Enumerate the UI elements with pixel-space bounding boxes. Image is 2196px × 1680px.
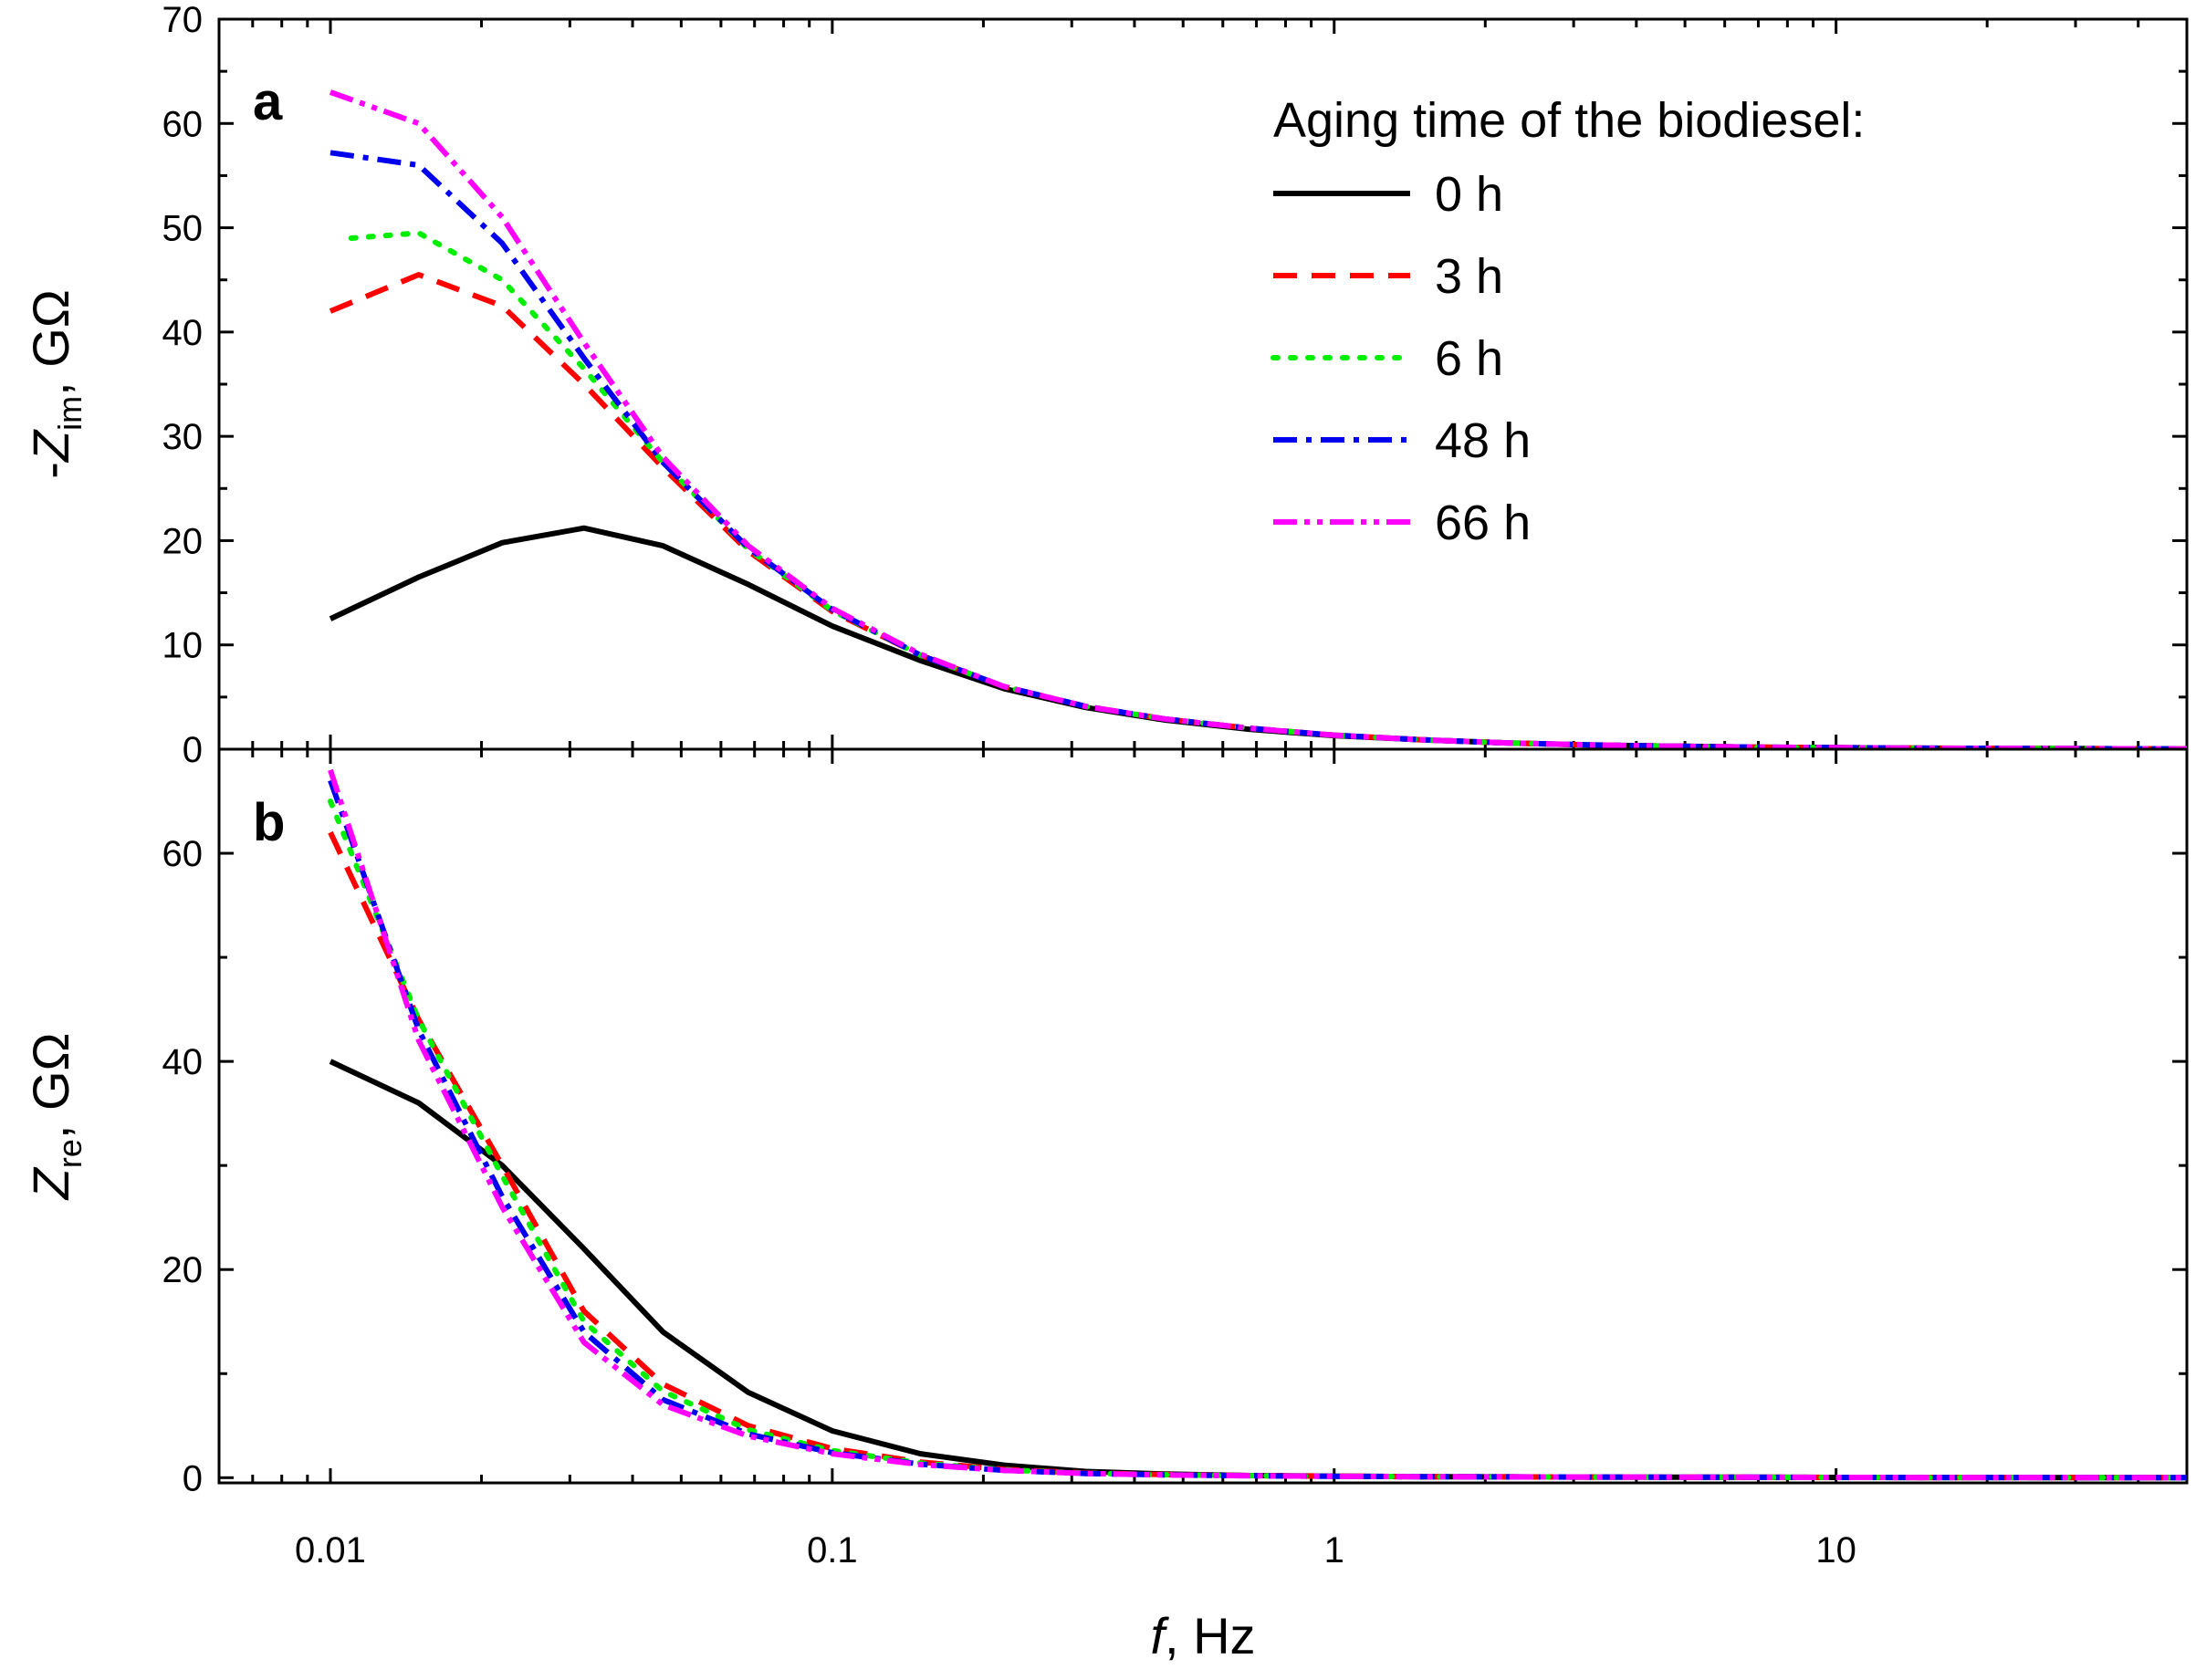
- y-tick-label: 40: [162, 1042, 204, 1082]
- y-tick-label: 30: [162, 417, 204, 457]
- panel-a: 0 10 20 30 40 50 60 70 a -Zim, GΩ Aging time of th…: [22, 0, 2189, 770]
- plot-frame: [217, 747, 2189, 1485]
- panel-letter: b: [253, 793, 285, 852]
- x-axis: 0.01 0.1 1 10 f, Hz: [295, 1530, 1856, 1664]
- y-tick-label: 40: [162, 313, 204, 353]
- series-line-6h: [348, 230, 2187, 749]
- y-tick-label: 0: [183, 1458, 203, 1498]
- x-tick-label: 10: [1815, 1530, 1856, 1570]
- legend-label: 66 h: [1435, 496, 1531, 550]
- x-axis-title: f, Hz: [1150, 1607, 1255, 1664]
- y-axis-title: -Zim, GΩ: [22, 289, 89, 478]
- panel-letter: a: [253, 72, 283, 131]
- plot-frame: [217, 17, 2189, 751]
- y-tick-label: 0: [183, 730, 203, 770]
- y-axis-title: Zre, GΩ: [22, 1033, 89, 1202]
- y-tick-label: 70: [162, 0, 204, 40]
- series-line-3h: [328, 830, 2187, 1481]
- x-tick-label: 1: [1324, 1530, 1344, 1570]
- legend-label: 3 h: [1435, 249, 1503, 304]
- legend-label: 0 h: [1435, 167, 1503, 222]
- series-line-0h: [329, 525, 2187, 749]
- y-tick-label: 20: [162, 1250, 204, 1290]
- legend-label: 48 h: [1435, 413, 1531, 468]
- x-tick-label: 0.01: [295, 1530, 366, 1570]
- series-line-66h: [329, 89, 2187, 749]
- series-line-3h: [329, 272, 2187, 749]
- series-line-6h: [328, 798, 2187, 1481]
- y-tick-label: 20: [162, 521, 204, 561]
- x-tick-label: 0.1: [807, 1530, 858, 1570]
- series-line-0h: [329, 1059, 2187, 1481]
- series-line-48h: [328, 779, 2187, 1481]
- legend-title: Aging time of the biodiesel:: [1273, 93, 1865, 148]
- panel-b: 0 20 40 60 b Zre, GΩ: [22, 747, 2189, 1498]
- legend-label: 6 h: [1435, 331, 1503, 386]
- y-tick-label: 10: [162, 626, 204, 666]
- series-line-48h: [329, 150, 2187, 749]
- series-line-66h: [328, 768, 2187, 1481]
- y-tick-label: 50: [162, 209, 204, 249]
- y-tick-label: 60: [162, 104, 204, 144]
- y-tick-label: 60: [162, 834, 204, 874]
